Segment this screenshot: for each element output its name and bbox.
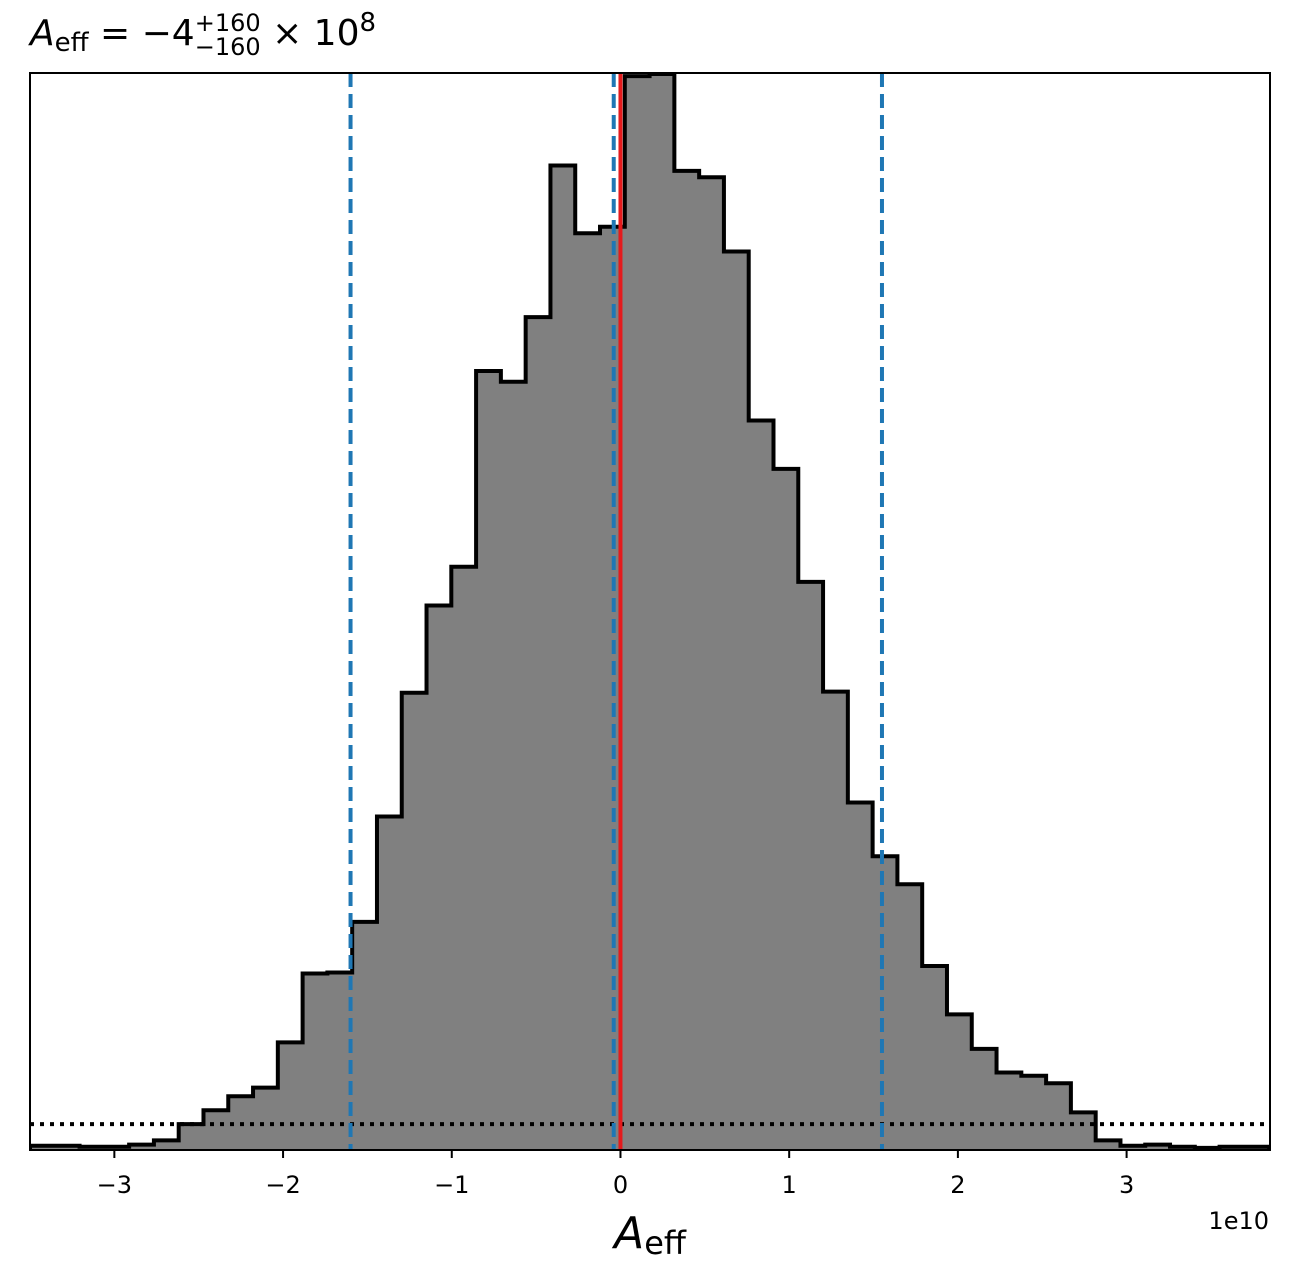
histogram-bar	[376, 816, 403, 1150]
histogram-bar	[922, 966, 948, 1150]
histogram-bar	[823, 691, 849, 1150]
histogram-bar	[54, 1145, 81, 1150]
histogram-bar	[476, 370, 502, 1150]
title-exponent: 8	[359, 8, 376, 38]
histogram-bar	[401, 692, 428, 1150]
histogram-bar	[773, 468, 799, 1150]
plot-area	[30, 73, 1270, 1150]
x-tick-label: 1	[782, 1171, 797, 1199]
histogram-bar	[575, 233, 601, 1150]
x-offset-label: 1e10	[1208, 1207, 1269, 1235]
histogram-bar	[798, 581, 824, 1150]
title-lower-error: −160	[195, 33, 261, 61]
title-upper-error: +160	[195, 9, 261, 37]
chart-title: Aeff = −4+160 −160 × 108	[28, 8, 376, 61]
x-tick-label: −1	[434, 1171, 469, 1199]
title-symbol: A	[28, 13, 55, 54]
x-tick-label: 0	[613, 1171, 628, 1199]
histogram-bar	[451, 566, 477, 1150]
histogram-bar	[500, 381, 527, 1150]
title-equals: =	[89, 13, 142, 54]
histogram-bar	[1145, 1144, 1171, 1150]
histogram-bar	[624, 76, 651, 1150]
histogram-bar	[253, 1087, 279, 1150]
histogram-bar	[550, 165, 576, 1150]
histogram-bar	[897, 884, 923, 1150]
histogram-bar	[1095, 1140, 1122, 1150]
histogram-bar	[129, 1144, 155, 1150]
histogram-bar	[649, 74, 675, 1150]
histogram-bar	[1046, 1083, 1072, 1150]
x-tick-label: 2	[950, 1171, 965, 1199]
histogram-bar	[674, 170, 700, 1150]
histogram-bar	[302, 973, 328, 1150]
histogram-bar	[971, 1048, 998, 1150]
histogram-bar	[426, 605, 452, 1150]
title-subscript: eff	[55, 28, 90, 58]
histogram-bar	[178, 1124, 205, 1150]
histogram-bar	[946, 1014, 973, 1150]
histogram-bar	[996, 1072, 1022, 1150]
histogram-bar	[699, 177, 725, 1150]
histogram-bar	[277, 1042, 304, 1150]
x-tick-label: 3	[1119, 1171, 1134, 1199]
histogram-bar	[525, 317, 552, 1150]
title-value: −4	[142, 13, 195, 54]
histogram-bar	[1120, 1145, 1146, 1150]
histogram-bars	[30, 74, 1270, 1150]
x-axis-label-symbol: A	[611, 1208, 644, 1259]
x-axis-label-subscript: eff	[644, 1224, 687, 1262]
histogram-bar	[748, 420, 775, 1150]
histogram-bar	[723, 251, 750, 1150]
histogram-bar	[847, 802, 874, 1150]
histogram-bar	[30, 1145, 56, 1150]
title-times: × 10	[261, 13, 360, 54]
x-tick-label: −3	[97, 1171, 132, 1199]
histogram-bar	[352, 921, 378, 1150]
x-axis-ticks: −3 −2 −1 0 1 2 3	[97, 1150, 1134, 1199]
histogram-bar	[1021, 1075, 1047, 1150]
histogram-bar	[203, 1110, 229, 1150]
x-axis-label: Aeff	[611, 1208, 687, 1262]
axes-frame	[29, 72, 1271, 1151]
histogram-bar	[872, 856, 899, 1150]
histogram-bar	[1070, 1112, 1097, 1150]
x-tick-label: −2	[265, 1171, 300, 1199]
histogram-bar	[153, 1140, 180, 1150]
